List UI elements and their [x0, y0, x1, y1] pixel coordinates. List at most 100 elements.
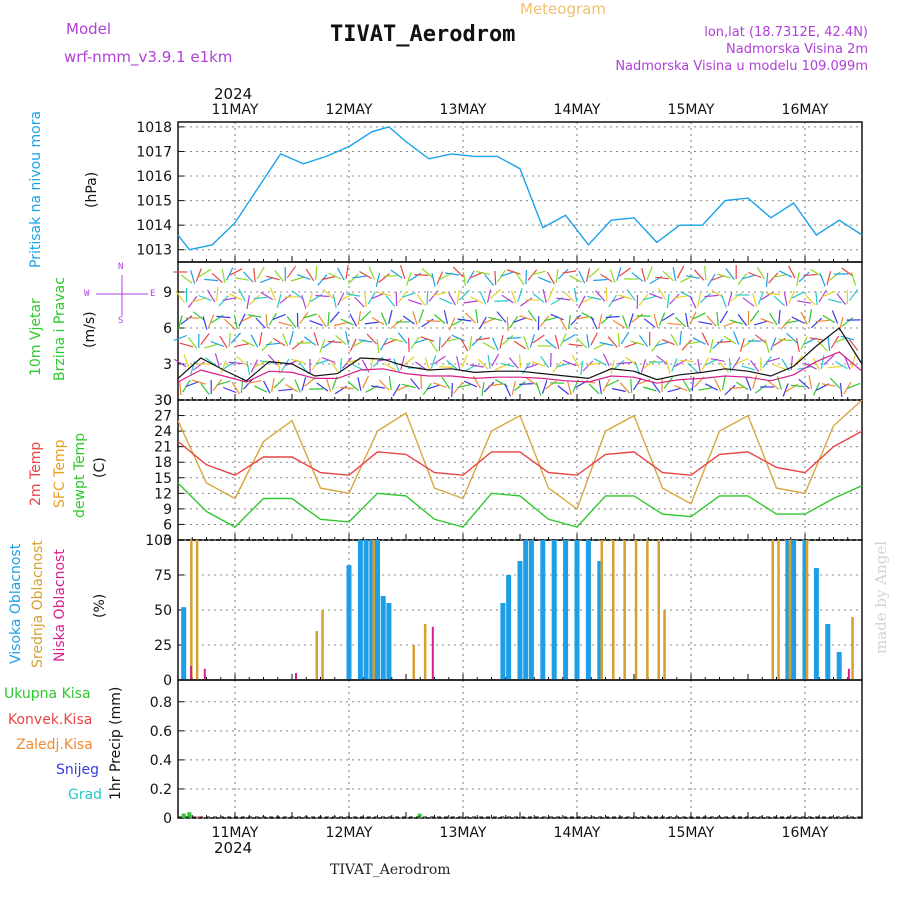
wind-arrow	[327, 311, 330, 327]
wind-arrow	[720, 294, 727, 308]
wind-arrow	[772, 363, 787, 371]
wind-arrow	[760, 317, 774, 325]
wind-arrow	[557, 385, 570, 395]
wind-arrow	[180, 274, 193, 284]
wind-arrow	[723, 320, 737, 328]
wind-arrow	[578, 270, 586, 284]
wind-arrow	[259, 360, 274, 364]
wind-arrow	[180, 315, 193, 325]
wind-arrow	[788, 290, 796, 304]
wind-arrow	[345, 265, 349, 279]
wind-arrow	[556, 362, 571, 368]
wind-arrow	[452, 266, 464, 278]
wind-arrow	[510, 290, 517, 304]
y-tick-label: 12	[154, 486, 172, 502]
wind-arrow	[273, 377, 285, 389]
temp-2m-line	[177, 430, 863, 476]
wind-arrow	[322, 288, 335, 300]
cloud-bar	[315, 631, 318, 680]
wind-arrow	[487, 355, 491, 369]
wind-arrow	[562, 270, 577, 274]
wind-arrow	[256, 266, 265, 280]
model-elevation: Nadmorska Visina u modelu 109.099m	[615, 59, 868, 74]
wind-arrow	[568, 343, 583, 347]
wind-arrow	[846, 382, 861, 390]
wind-arrow	[587, 362, 602, 366]
wind-arrow	[430, 355, 437, 369]
wind-arrow	[698, 387, 713, 391]
wind-arrow	[488, 316, 503, 322]
wind-arrow	[719, 310, 729, 324]
wind-arrow	[630, 378, 633, 394]
wind-arrow	[347, 273, 359, 285]
wind-arrow	[618, 294, 632, 300]
cloud-bar	[380, 596, 386, 680]
wind-arrow	[598, 314, 603, 328]
wind-arrow	[808, 374, 813, 390]
wind-arrow	[595, 290, 606, 302]
wind-arrow	[426, 320, 441, 322]
wind-arrow	[408, 299, 422, 305]
y-tick-label: 15	[154, 471, 172, 487]
wind-arrow	[214, 353, 220, 367]
meteogram-label: Meteogram	[520, 0, 606, 18]
wind-arrow	[206, 289, 216, 303]
wind-arrow	[342, 357, 353, 369]
wind-arrow	[345, 331, 350, 345]
wind-arrow	[321, 275, 336, 281]
wind-arrow	[400, 356, 405, 370]
wind-arrow	[550, 352, 552, 368]
wind-arrow	[290, 276, 305, 282]
wind-arrow	[177, 315, 183, 329]
wind-arrow	[266, 275, 280, 281]
wind-arrow	[477, 358, 489, 370]
wind-arrow	[260, 291, 274, 301]
precip-bar	[196, 816, 201, 818]
wind-arrow	[820, 354, 825, 370]
cloud-bar	[777, 540, 780, 680]
wind-arrow	[191, 297, 206, 303]
wind-arrow	[340, 386, 355, 390]
cloud-bar	[386, 603, 392, 680]
wind-arrow	[582, 360, 594, 372]
wind-arrow	[222, 386, 237, 394]
wind-arrow	[383, 338, 397, 346]
wind-arrow	[587, 295, 602, 301]
model-label: Model	[66, 20, 112, 38]
wind-arrow	[431, 273, 436, 287]
wind-arrow	[714, 378, 722, 392]
wind-arrow	[754, 384, 767, 394]
wind-arrow	[805, 294, 816, 306]
wind-arrow	[471, 335, 483, 347]
wind-arrow	[667, 387, 682, 393]
wind-arrow	[460, 338, 469, 352]
day-label-bottom: 14MAY	[554, 825, 601, 841]
wind-arrow	[679, 330, 682, 346]
wind-arrow	[484, 274, 495, 286]
wind-arrow	[504, 383, 512, 397]
wind-arrow	[198, 268, 212, 278]
cloud-bar	[375, 540, 380, 680]
wind-arrow	[247, 314, 262, 318]
wind-arrow	[229, 293, 243, 301]
legend-total-rain: Ukupna Kisa	[4, 686, 91, 702]
wind-arrow	[248, 294, 260, 306]
wind-arrow	[752, 375, 758, 389]
wind-arrow	[685, 312, 689, 328]
wind-arrow	[340, 318, 354, 326]
y-tick-label: 50	[154, 603, 172, 619]
wind-arrow	[390, 269, 403, 279]
wind-arrow	[571, 354, 580, 368]
wind-arrow	[733, 331, 740, 345]
cloud-bar	[295, 673, 297, 680]
wind-arrow	[590, 316, 598, 330]
wind-arrow	[390, 319, 403, 329]
wind-arrow	[250, 334, 259, 348]
wind-arrow	[829, 271, 841, 281]
wind-arrow	[246, 294, 250, 310]
wind-arrow	[704, 383, 718, 391]
wind-arrow	[768, 272, 779, 284]
wind-arrow	[701, 357, 710, 371]
wind-arrow	[416, 293, 426, 307]
wind-arrow	[689, 295, 697, 309]
